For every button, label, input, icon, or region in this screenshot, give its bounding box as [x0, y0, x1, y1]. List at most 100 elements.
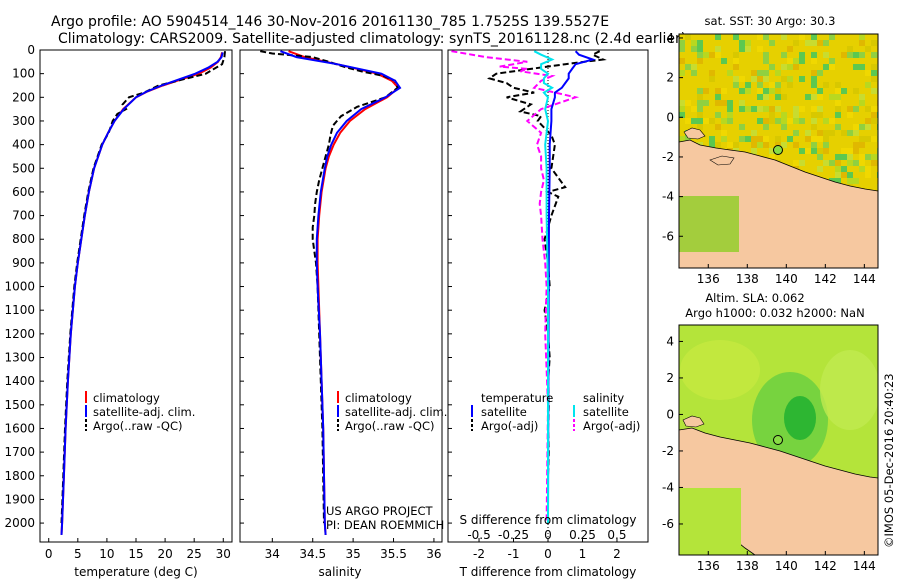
- map-lon-tick-label: 136: [697, 559, 720, 573]
- sst-pixel: [835, 88, 841, 94]
- sst-pixel: [787, 136, 793, 142]
- series-argo-line: [60, 51, 226, 524]
- sst-pixel: [853, 142, 859, 148]
- sst-pixel: [829, 118, 835, 124]
- sst-pixel: [679, 106, 685, 112]
- sst-pixel: [793, 112, 799, 118]
- sst-pixel: [763, 124, 769, 130]
- sst-pixel: [697, 118, 703, 124]
- sst-pixel: [721, 100, 727, 106]
- sst-pixel: [823, 136, 829, 142]
- depth-tick-label: 1700: [4, 445, 35, 459]
- sst-pixel: [799, 106, 805, 112]
- sst-pixel: [709, 76, 715, 82]
- sst-pixel: [859, 166, 865, 172]
- legend-label-argo: Argo(..raw -QC): [93, 419, 183, 433]
- sst-pixel: [781, 34, 787, 40]
- sst-pixel: [847, 52, 853, 58]
- depth-tick-label: 400: [12, 138, 35, 152]
- sst-pixel: [763, 106, 769, 112]
- sst-pixel: [799, 52, 805, 58]
- sst-pixel: [715, 100, 721, 106]
- sst-pixel: [835, 172, 841, 178]
- x-tick-label: 2: [613, 547, 621, 561]
- depth-tick-label: 300: [12, 114, 35, 128]
- depth-tick-label: 0: [27, 43, 35, 57]
- sst-pixel: [841, 166, 847, 172]
- sst-pixel: [763, 136, 769, 142]
- x-tick-label: 0: [544, 547, 552, 561]
- map-lon-tick-label: 142: [814, 272, 837, 286]
- depth-tick-label: 1100: [4, 303, 35, 317]
- sst-pixel: [721, 88, 727, 94]
- sst-pixel: [709, 52, 715, 58]
- sst-pixel: [811, 52, 817, 58]
- sst-pixel: [799, 76, 805, 82]
- sst-pixel: [787, 76, 793, 82]
- map-lon-tick-label: 138: [736, 559, 759, 573]
- sst-pixel: [829, 64, 835, 70]
- sst-pixel: [817, 112, 823, 118]
- depth-tick-label: 2000: [4, 516, 35, 530]
- sst-pixel: [787, 82, 793, 88]
- depth-tick-label: 900: [12, 256, 35, 270]
- sst-pixel: [847, 106, 853, 112]
- sst-pixel: [739, 100, 745, 106]
- sst-pixel: [727, 142, 733, 148]
- sst-pixel: [847, 148, 853, 154]
- sst-pixel: [823, 160, 829, 166]
- depth-tick-label: 100: [12, 67, 35, 81]
- sst-pixel: [727, 106, 733, 112]
- sst-pixel: [871, 118, 877, 124]
- sst-pixel: [859, 64, 865, 70]
- sst-pixel: [733, 64, 739, 70]
- sst-pixel: [865, 70, 871, 76]
- sst-pixel: [781, 124, 787, 130]
- sla-anomaly: [784, 396, 816, 440]
- sst-pixel: [865, 136, 871, 142]
- sst-pixel: [811, 94, 817, 100]
- sst-pixel: [847, 172, 853, 178]
- sst-pixel: [871, 154, 877, 160]
- x-tick-label: 0: [45, 547, 53, 561]
- sst-pixel: [715, 34, 721, 40]
- sst-pixel: [763, 76, 769, 82]
- sst-pixel: [793, 130, 799, 136]
- sst-pixel: [781, 118, 787, 124]
- sst-pixel: [721, 136, 727, 142]
- depth-tick-label: 500: [12, 161, 35, 175]
- sst-pixel: [799, 118, 805, 124]
- temperature-difference-label: T difference from climatology: [459, 565, 637, 579]
- sst-pixel: [859, 94, 865, 100]
- sst-pixel: [679, 58, 685, 64]
- sst-pixel: [697, 100, 703, 106]
- sst-pixel: [859, 52, 865, 58]
- x-tick-label: 25: [187, 547, 202, 561]
- sla-map-title-2: Argo h1000: 0.032 h2000: NaN: [685, 306, 864, 320]
- sst-pixel: [865, 124, 871, 130]
- sst-pixel: [769, 148, 775, 154]
- sst-pixel: [691, 106, 697, 112]
- sst-pixel: [769, 88, 775, 94]
- sst-pixel: [859, 142, 865, 148]
- map-lat-tick-label: 0: [666, 407, 674, 421]
- sea-inlet: [679, 196, 739, 252]
- sst-pixel: [811, 58, 817, 64]
- map-lat-tick-label: 2: [666, 71, 674, 85]
- timestamp-stamp: ©IMOS 05-Dec-2016 20:40:23: [882, 373, 896, 548]
- sst-pixel: [727, 112, 733, 118]
- sst-pixel: [721, 58, 727, 64]
- sst-pixel: [811, 106, 817, 112]
- sst-pixel: [739, 124, 745, 130]
- sst-pixel: [757, 94, 763, 100]
- sst-pixel: [739, 76, 745, 82]
- sst-pixel: [793, 118, 799, 124]
- sst-pixel: [859, 100, 865, 106]
- sst-pixel: [841, 154, 847, 160]
- legend-label-t-argo: Argo(-adj): [481, 419, 538, 433]
- sst-pixel: [775, 94, 781, 100]
- sst-pixel: [871, 136, 877, 142]
- sst-pixel: [871, 64, 877, 70]
- sst-pixel: [859, 40, 865, 46]
- sst-pixel: [823, 148, 829, 154]
